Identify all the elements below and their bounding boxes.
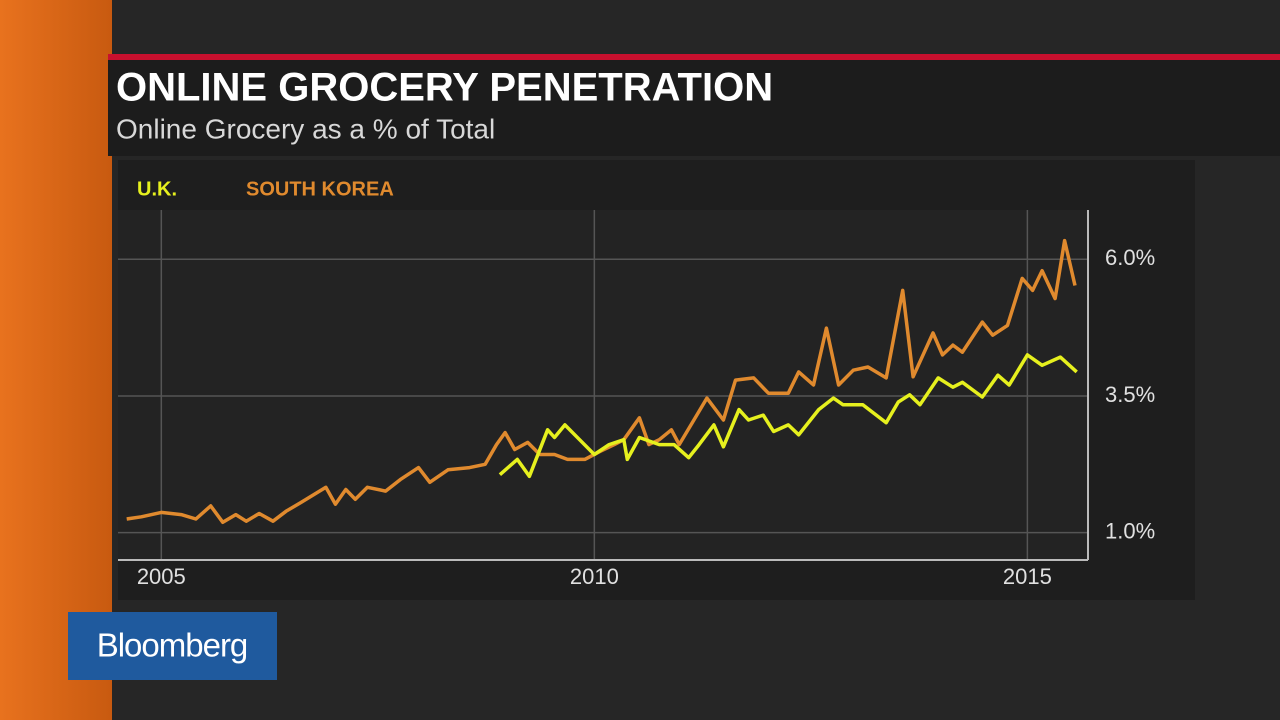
legend-label: SOUTH KOREA <box>246 178 394 200</box>
y-tick-label: 1.0% <box>1105 518 1155 543</box>
legend-label: U.K. <box>137 178 177 200</box>
title-band <box>108 60 1280 156</box>
chart-title: ONLINE GROCERY PENETRATION <box>116 66 773 110</box>
series-line <box>498 353 1078 479</box>
plot-area <box>118 210 1088 560</box>
x-tick-label: 2015 <box>1003 564 1052 589</box>
plot: 1.0% 3.5% 6.0% 2005 2010 2015 SOUTH KOREA U.K. <box>118 178 1155 589</box>
x-tick-label: 2010 <box>570 564 619 589</box>
y-tick-label: 3.5% <box>1105 382 1155 407</box>
logo: Bloomberg <box>97 627 248 664</box>
x-tick-label: 2005 <box>137 564 186 589</box>
red-rule <box>108 54 1280 60</box>
orange-strip <box>0 0 112 720</box>
chart-subtitle: Online Grocery as a % of Total <box>116 113 495 144</box>
logo-box <box>68 612 277 680</box>
y-tick-label: 6.0% <box>1105 245 1155 270</box>
